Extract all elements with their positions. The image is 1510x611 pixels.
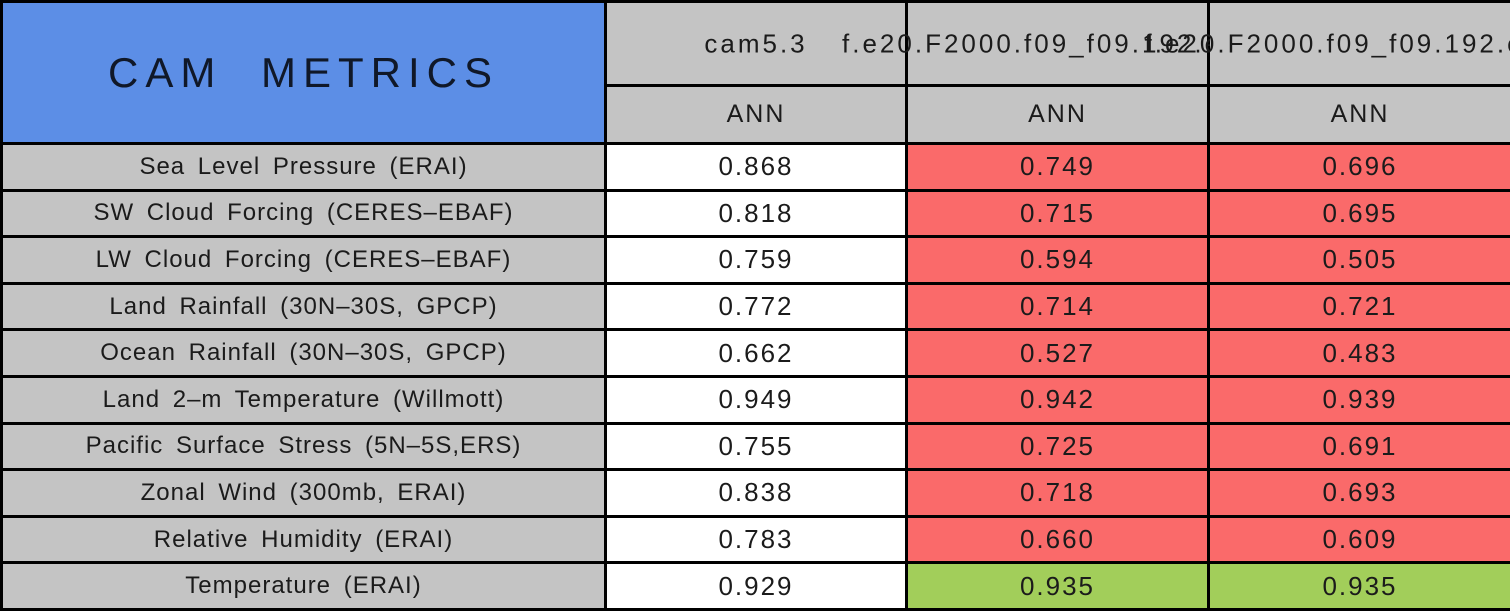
score-cell: 0.749 (905, 142, 1210, 192)
metric-label: Land Rainfall (30N–30S, GPCP) (0, 281, 607, 332)
metric-label: Land 2–m Temperature (Willmott) (0, 374, 607, 425)
metric-label: Relative Humidity (ERAI) (0, 514, 607, 565)
run-name-label: f.e20.F2000.f09_f09.192.exp1 (1144, 28, 1510, 58)
table-row: SW Cloud Forcing (CERES–EBAF) 0.818 0.71… (0, 188, 1510, 239)
score-cell: 0.695 (1207, 188, 1510, 239)
score-cell: 0.609 (1207, 514, 1510, 565)
season-header-0: ANN (604, 84, 908, 145)
metric-label: Temperature (ERAI) (0, 561, 607, 611)
score-cell: 0.594 (905, 235, 1210, 285)
run-header-row: CAM METRICS cam5.3 f.e20.F2000.f09_f09.1… (0, 0, 1510, 145)
table-row: Land 2–m Temperature (Willmott) 0.949 0.… (0, 374, 1510, 425)
score-cell: 0.715 (905, 188, 1210, 239)
score-cell: 0.721 (1207, 281, 1510, 332)
run-name-label: cam5.3 (704, 28, 808, 58)
score-cell: 0.691 (1207, 421, 1510, 472)
table-title: CAM METRICS (108, 48, 499, 96)
table-row: Pacific Surface Stress (5N–5S,ERS) 0.755… (0, 421, 1510, 472)
score-cell: 0.783 (604, 514, 908, 565)
score-cell: 0.939 (1207, 374, 1510, 425)
season-header-1: ANN (905, 84, 1210, 145)
season-header-2: ANN (1207, 84, 1510, 145)
metric-label: LW Cloud Forcing (CERES–EBAF) (0, 235, 607, 285)
table-row: Relative Humidity (ERAI) 0.783 0.660 0.6… (0, 514, 1510, 565)
table-row: LW Cloud Forcing (CERES–EBAF) 0.759 0.59… (0, 235, 1510, 285)
metric-label: Ocean Rainfall (30N–30S, GPCP) (0, 328, 607, 378)
score-cell: 0.942 (905, 374, 1210, 425)
score-cell: 0.935 (905, 561, 1210, 611)
score-cell: 0.868 (604, 142, 908, 192)
column-header-run-0: cam5.3 (604, 0, 908, 87)
score-cell: 0.759 (604, 235, 908, 285)
metric-label: Zonal Wind (300mb, ERAI) (0, 468, 607, 518)
score-cell: 0.660 (905, 514, 1210, 565)
score-cell: 0.929 (604, 561, 908, 611)
column-header-run-2: f.e20.F2000.f09_f09.192.exp1 (1145, 0, 1510, 87)
metric-label: Sea Level Pressure (ERAI) (0, 142, 607, 192)
score-cell: 0.818 (604, 188, 908, 239)
score-cell: 0.714 (905, 281, 1210, 332)
score-cell: 0.483 (1207, 328, 1510, 378)
score-cell: 0.838 (604, 468, 908, 518)
metric-label: Pacific Surface Stress (5N–5S,ERS) (0, 421, 607, 472)
score-cell: 0.725 (905, 421, 1210, 472)
column-header-run-1: f.e20.F2000.f09_f09.192.exp5 (842, 0, 1270, 87)
table-row: Sea Level Pressure (ERAI) 0.868 0.749 0.… (0, 142, 1510, 192)
table-row: Zonal Wind (300mb, ERAI) 0.838 0.718 0.6… (0, 468, 1510, 518)
run-name-label: f.e20.F2000.f09_f09.192.exp5 (842, 28, 1273, 58)
metric-label: SW Cloud Forcing (CERES–EBAF) (0, 188, 607, 239)
score-cell: 0.662 (604, 328, 908, 378)
score-cell: 0.935 (1207, 561, 1510, 611)
score-cell: 0.718 (905, 468, 1210, 518)
score-cell: 0.755 (604, 421, 908, 472)
score-cell: 0.696 (1207, 142, 1510, 192)
score-cell: 0.949 (604, 374, 908, 425)
season-header-row: ANN ANN ANN (2, 84, 1510, 145)
score-cell: 0.693 (1207, 468, 1510, 518)
table-title-cell: CAM METRICS (0, 0, 607, 145)
score-cell: 0.772 (604, 281, 908, 332)
table-row: Temperature (ERAI) 0.929 0.935 0.935 (0, 561, 1510, 611)
score-cell: 0.505 (1207, 235, 1510, 285)
table-row: Ocean Rainfall (30N–30S, GPCP) 0.662 0.5… (0, 328, 1510, 378)
table-row: Land Rainfall (30N–30S, GPCP) 0.772 0.71… (0, 281, 1510, 332)
score-cell: 0.527 (905, 328, 1210, 378)
